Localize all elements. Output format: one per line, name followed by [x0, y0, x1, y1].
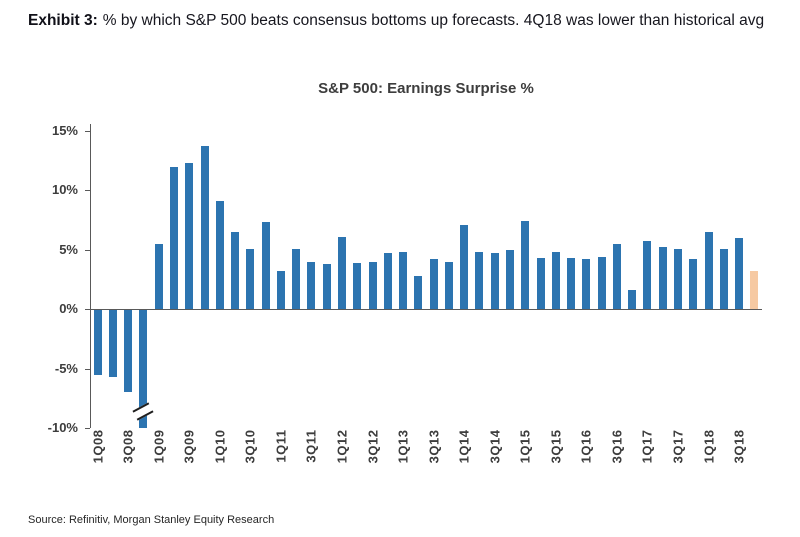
x-tick-label: 1Q15 — [517, 429, 533, 464]
bar-1Q17 — [643, 241, 652, 310]
bar-3Q14 — [490, 253, 499, 310]
bar-2Q12 — [353, 262, 362, 310]
x-tick-label: 3Q17 — [670, 429, 686, 464]
bar-3Q17 — [674, 248, 682, 310]
bar-1Q13 — [399, 252, 408, 310]
bar-2Q16 — [597, 256, 606, 310]
bar-2Q10 — [231, 231, 240, 310]
y-tick-label: 5% — [59, 241, 78, 257]
x-tick-label: 3Q12 — [365, 429, 381, 464]
y-tick-label: -10% — [47, 420, 78, 435]
x-tick-label: 1Q12 — [334, 429, 350, 464]
bar-2Q14 — [475, 252, 484, 310]
bar-2Q11 — [292, 248, 301, 310]
x-tick-label: 1Q10 — [212, 429, 228, 464]
bar-2Q18 — [719, 248, 728, 310]
x-tick-label: 1Q11 — [273, 429, 289, 463]
x-tick-label: 3Q10 — [242, 429, 258, 464]
bar-4Q15 — [567, 258, 576, 310]
bar-3Q10 — [246, 248, 255, 310]
bar-4Q16 — [628, 290, 637, 310]
exhibit-label: Exhibit 3: — [28, 12, 98, 29]
bar-4Q18 — [750, 271, 759, 310]
bar-4Q14 — [506, 249, 514, 310]
x-tick-label: 1Q18 — [701, 429, 717, 464]
y-tick-label: 10% — [51, 182, 78, 198]
bar-4Q09 — [200, 146, 209, 310]
y-tick-label: -5% — [54, 360, 78, 376]
exhibit-caption: Exhibit 3:% by which S&P 500 beats conse… — [28, 10, 780, 32]
bar-3Q18 — [735, 237, 744, 310]
y-tick-mark — [85, 131, 90, 132]
exhibit-text: % by which S&P 500 beats consensus botto… — [102, 12, 765, 29]
bar-1Q18 — [704, 231, 713, 310]
source-note: Source: Refinitiv, Morgan Stanley Equity… — [28, 514, 275, 526]
x-tick-label: 3Q14 — [487, 429, 503, 464]
x-tick-label: 1Q16 — [578, 429, 594, 464]
bar-4Q10 — [261, 222, 270, 310]
bar-3Q12 — [368, 261, 377, 310]
bar-3Q16 — [612, 243, 621, 310]
x-tick-label: 1Q17 — [639, 429, 655, 464]
y-tick-mark — [85, 368, 90, 370]
y-tick-mark — [85, 249, 90, 251]
x-tick-label: 3Q15 — [548, 429, 564, 464]
y-tick-mark — [85, 428, 90, 429]
bar-2Q17 — [658, 247, 667, 310]
chart-title: S&P 500: Earnings Surprise % — [318, 80, 534, 97]
bar-4Q11 — [322, 264, 331, 310]
x-tick-label: 3Q11 — [303, 429, 319, 463]
x-tick-label: 1Q14 — [456, 429, 472, 464]
bar-1Q08 — [93, 310, 102, 375]
bar-2Q08 — [108, 310, 117, 377]
bar-2Q09 — [170, 166, 178, 310]
bar-1Q15 — [521, 221, 530, 310]
y-axis-line — [90, 124, 91, 428]
x-tick-label: 1Q09 — [151, 429, 167, 464]
x-tick-label: 3Q09 — [181, 429, 197, 464]
bar-4Q08 — [139, 310, 148, 428]
x-axis-labels: 1Q08 3Q08 1Q09 3Q09 1Q10 3Q10 1Q11 3Q11 1Q12 3Q12… — [90, 429, 762, 493]
y-tick-label: 15% — [51, 123, 78, 138]
bar-3Q09 — [185, 163, 194, 310]
bar-1Q14 — [460, 224, 469, 310]
bar-3Q13 — [429, 259, 438, 310]
x-tick-label: 3Q18 — [731, 429, 747, 464]
x-tick-label: 3Q08 — [120, 429, 136, 464]
zero-axis-line — [90, 309, 762, 311]
x-tick-label: 3Q16 — [609, 429, 625, 464]
x-tick-label: 1Q13 — [395, 429, 411, 464]
y-tick-mark — [85, 309, 90, 311]
bar-2Q15 — [536, 258, 545, 310]
bar-3Q08 — [124, 310, 133, 393]
x-tick-label: 1Q08 — [90, 429, 106, 464]
plot-area — [90, 131, 762, 428]
bar-1Q10 — [215, 201, 224, 310]
bar-2Q13 — [414, 275, 423, 310]
bar-4Q13 — [444, 261, 453, 310]
bar-1Q09 — [154, 243, 163, 310]
bar-3Q15 — [551, 252, 560, 310]
y-tick-mark — [85, 190, 90, 192]
x-tick-label: 3Q13 — [426, 429, 442, 464]
bar-4Q12 — [383, 253, 392, 310]
bar-1Q11 — [276, 271, 285, 310]
bar-1Q16 — [582, 259, 591, 310]
bar-1Q12 — [338, 236, 346, 310]
y-axis: 15% 10% 5% 0% -5% -10% — [0, 123, 90, 435]
bar-4Q17 — [689, 259, 698, 310]
bar-3Q11 — [307, 261, 316, 310]
y-tick-label: 0% — [59, 301, 78, 317]
